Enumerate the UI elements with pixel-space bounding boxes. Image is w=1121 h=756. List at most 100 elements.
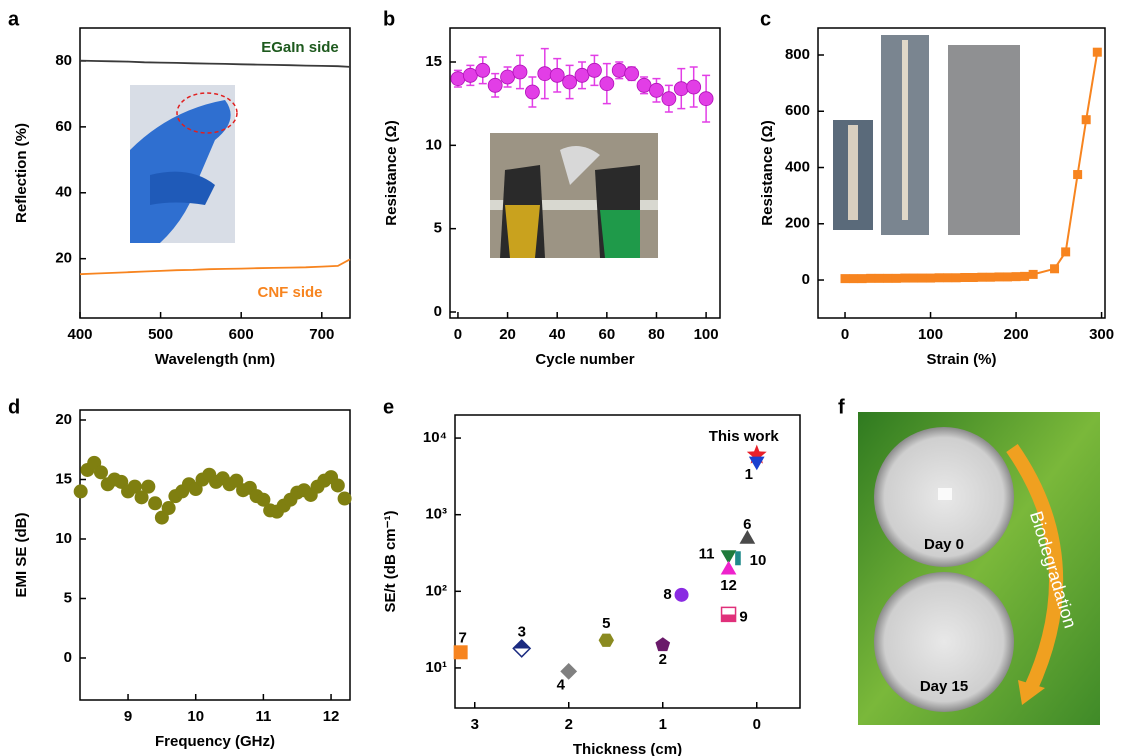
data-point — [662, 92, 676, 106]
y-tick-label: 0 — [802, 271, 810, 288]
series-label: 4 — [557, 676, 566, 693]
data-point — [141, 480, 155, 494]
y-axis-label: EMI SE (dB) — [13, 512, 30, 597]
panel-letter: f — [838, 396, 845, 418]
x-axis-label: Strain (%) — [926, 351, 996, 368]
data-point — [162, 501, 176, 515]
data-point — [858, 274, 867, 283]
y-tick-label: 600 — [785, 102, 810, 119]
series-label: 5 — [602, 615, 610, 632]
x-tick-label: 200 — [1004, 326, 1029, 343]
x-tick-label: 12 — [323, 708, 340, 725]
y-tick-label: 10⁴ — [423, 429, 447, 446]
plot-frame — [80, 410, 350, 700]
data-point — [600, 77, 614, 91]
y-axis-label: Reflection (%) — [13, 123, 30, 223]
data-point — [550, 68, 564, 82]
data-point — [575, 68, 589, 82]
plot-frame — [455, 415, 800, 708]
data-point — [977, 273, 986, 282]
panel-letter: c — [760, 8, 771, 30]
series-label: 7 — [458, 629, 466, 646]
panel-letter: d — [8, 396, 20, 418]
series-label: CNF side — [257, 284, 322, 301]
y-tick-label: 15 — [55, 470, 72, 487]
data-point — [687, 80, 701, 94]
x-tick-label: 11 — [255, 708, 271, 725]
y-tick-label: 200 — [785, 215, 810, 232]
series-label: 3 — [518, 623, 526, 640]
y-tick-label: 5 — [64, 589, 72, 606]
panel-letter: a — [8, 8, 20, 30]
x-tick-label: 0 — [454, 326, 462, 343]
y-tick-label: 15 — [425, 53, 442, 70]
data-point — [625, 67, 639, 81]
x-tick-label: 80 — [648, 326, 665, 343]
data-point — [735, 551, 741, 565]
series-label: 2 — [659, 651, 667, 668]
series-line — [80, 61, 350, 67]
data-point — [892, 274, 901, 283]
x-tick-label: 10 — [187, 708, 204, 725]
x-tick-label: 1 — [659, 716, 667, 733]
data-point — [849, 274, 858, 283]
data-point — [637, 78, 651, 92]
data-point — [649, 83, 663, 97]
x-tick-label: 20 — [499, 326, 516, 343]
y-axis-label: Resistance (Ω) — [759, 120, 776, 225]
y-tick-label: 20 — [55, 250, 72, 267]
data-point — [1093, 48, 1102, 57]
data-point — [1073, 170, 1082, 179]
data-point — [986, 273, 995, 282]
x-tick-label: 3 — [471, 716, 479, 733]
y-tick-label: 60 — [55, 118, 72, 135]
y-tick-label: 800 — [785, 46, 810, 63]
series-label: EGaIn side — [261, 39, 339, 56]
data-point — [960, 273, 969, 282]
y-tick-label: 5 — [434, 220, 442, 237]
y-tick-label: 40 — [55, 184, 72, 201]
y-tick-label: 400 — [785, 158, 810, 175]
data-point — [463, 68, 477, 82]
data-point — [1020, 272, 1029, 281]
data-point — [675, 588, 689, 602]
y-tick-label: 10³ — [425, 506, 447, 523]
y-tick-label: 10 — [425, 136, 442, 153]
y-tick-label: 20 — [55, 411, 72, 428]
data-point — [454, 645, 468, 659]
data-point — [655, 637, 670, 651]
figure: Day 0 Day 15 Biodegradation a40050060070… — [0, 0, 1121, 756]
series-label: 8 — [663, 586, 671, 603]
x-tick-label: 700 — [309, 326, 334, 343]
panel-letter: e — [383, 396, 394, 418]
data-point — [331, 478, 345, 492]
inset-photo-b — [490, 133, 658, 258]
x-tick-label: 9 — [124, 708, 132, 725]
x-tick-label: 2 — [565, 716, 573, 733]
photo-label: Day 0 — [924, 536, 964, 553]
data-point — [969, 273, 978, 282]
inset-photos-c — [833, 35, 1020, 235]
photo-label: Day 15 — [920, 678, 968, 695]
data-point — [612, 63, 626, 77]
series-label: 11 — [699, 546, 715, 563]
data-point — [1003, 272, 1012, 281]
data-point — [451, 72, 465, 86]
data-point — [1061, 247, 1070, 256]
data-point — [488, 78, 502, 92]
y-tick-label: 0 — [64, 649, 72, 666]
y-tick-label: 10² — [425, 582, 447, 599]
x-tick-label: 300 — [1089, 326, 1114, 343]
data-point — [721, 561, 737, 575]
series-label: 6 — [743, 516, 751, 533]
data-point — [1050, 264, 1059, 273]
data-point — [994, 272, 1003, 281]
data-point — [563, 75, 577, 89]
x-axis-label: Wavelength (nm) — [155, 351, 275, 368]
y-tick-label: 10 — [55, 530, 72, 547]
inset-photo-a — [130, 85, 237, 243]
y-tick-label: 0 — [434, 303, 442, 320]
x-tick-label: 100 — [918, 326, 943, 343]
data-point — [900, 274, 909, 283]
x-tick-label: 400 — [67, 326, 92, 343]
